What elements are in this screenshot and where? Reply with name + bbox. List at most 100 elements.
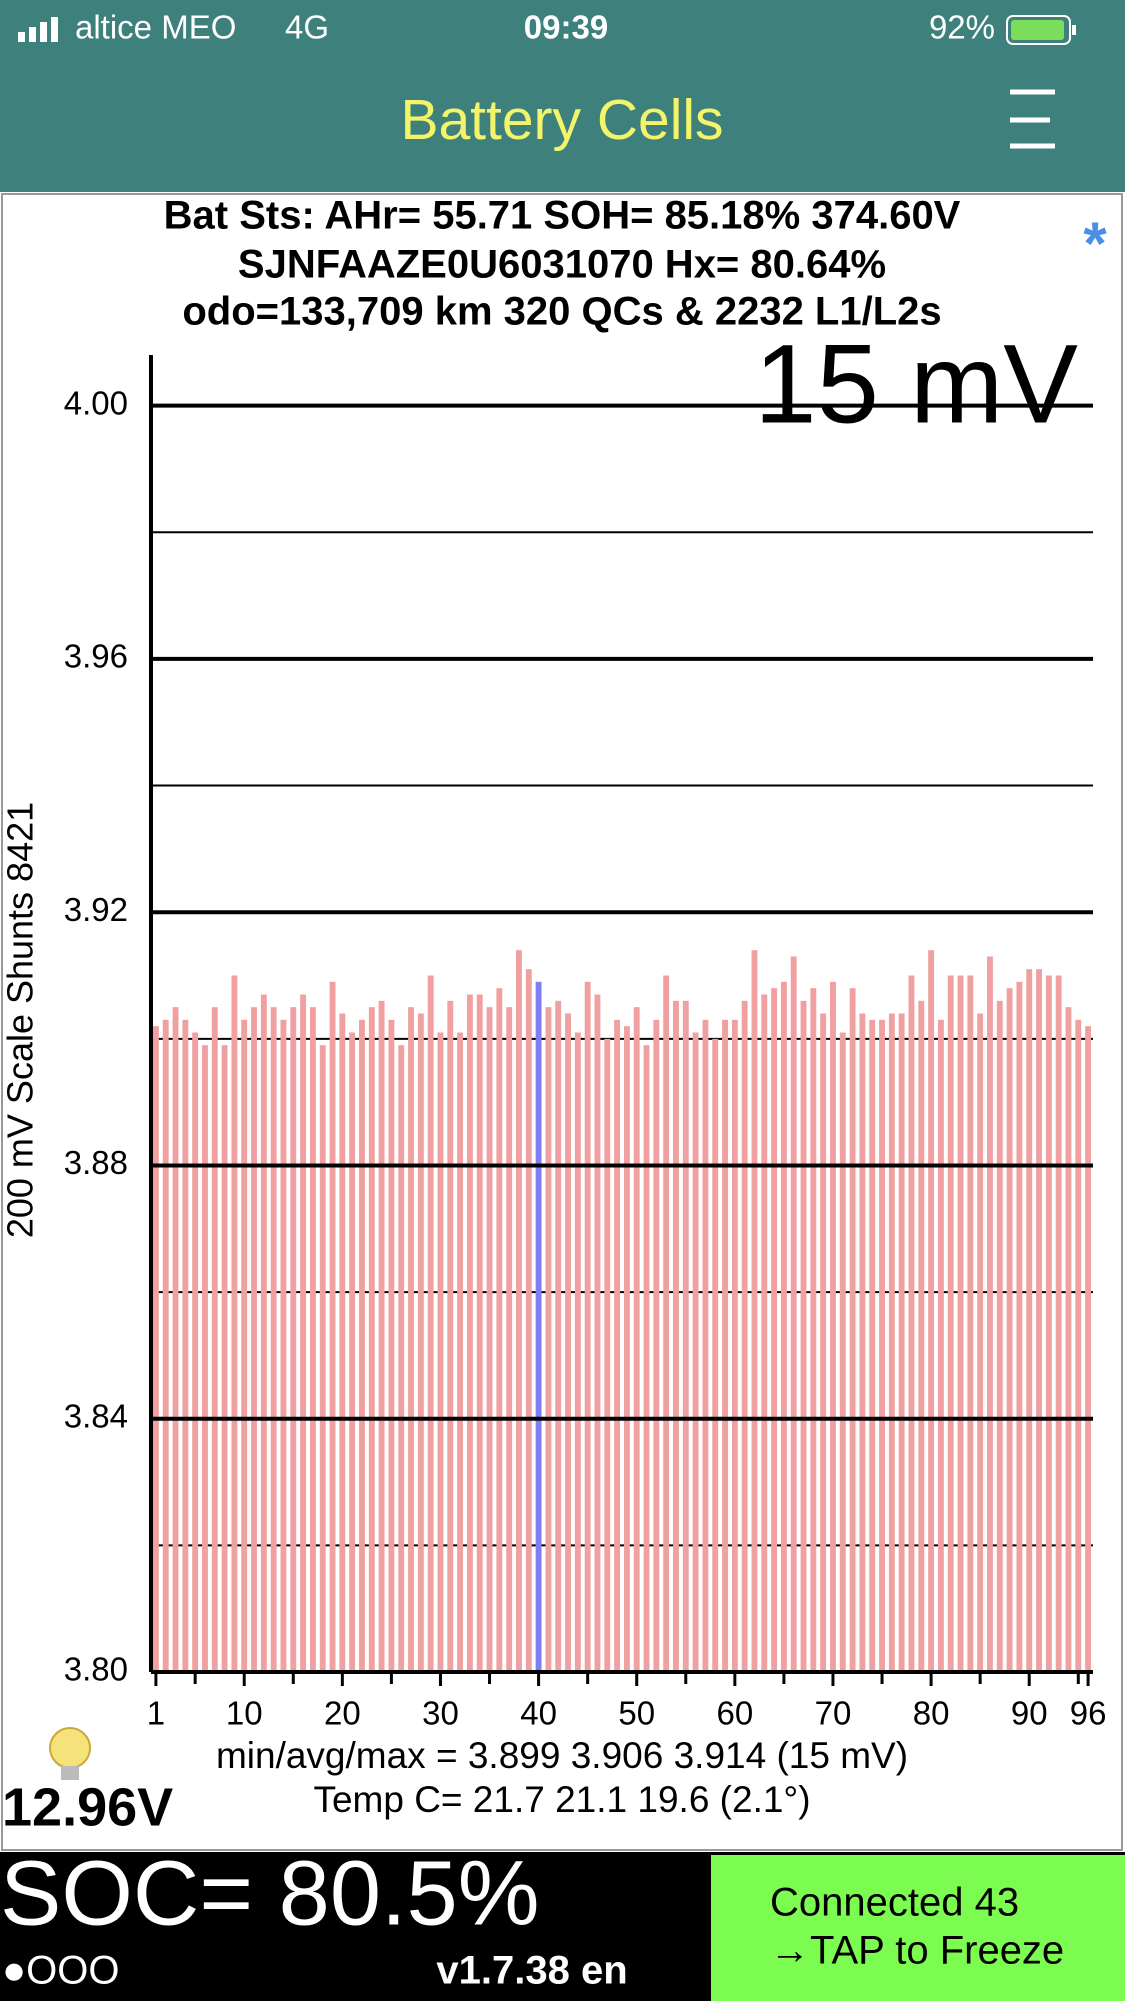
x-tick-label: 70 [815,1695,852,1732]
bar [751,950,758,1672]
bar [545,1007,552,1672]
bar [1065,1007,1072,1672]
bar [388,1019,395,1672]
chart: 3.80 3.84 3.88 3.92 3.96 4.00 1 10 20 30 40 50 60 70 8… [64,355,1107,1732]
bar [584,981,591,1672]
bar [437,1032,444,1672]
bar [977,1013,984,1672]
bar [457,1032,464,1672]
bar [280,1019,287,1672]
bar [731,1019,738,1672]
bar [879,1019,885,1672]
header-bar [0,0,1125,192]
bar [898,1013,905,1672]
bar [309,1007,316,1672]
y-tick-label: 4.00 [64,384,128,421]
stats-line: min/avg/max = 3.899 3.906 3.914 (15 mV) [216,1735,908,1776]
battery-percent: 92% [929,9,995,46]
bar [368,1007,375,1672]
bar [692,1032,699,1672]
bar [565,1013,571,1672]
bar [1075,1019,1082,1672]
bulb-icon[interactable] [49,1727,91,1780]
y-axis-label: 200 mV Scale Shunts 8421 [0,802,41,1238]
bar [712,1038,719,1672]
bar [319,1045,326,1672]
bar [290,1007,297,1672]
bar [241,1019,248,1672]
bar [329,981,336,1672]
y-tick-label: 3.92 [64,891,128,928]
bar [830,981,836,1672]
soc: SOC= 80.5% [0,1842,540,1944]
freeze-button[interactable]: Connected 43 →TAP to Freeze [711,1855,1125,2001]
y-tick-label: 3.96 [64,638,128,675]
bar [417,1013,424,1672]
panel [1,193,1123,1851]
bar [633,1007,640,1672]
bar [525,969,532,1672]
bar [780,981,787,1672]
bar [427,975,434,1672]
version: v1.7.38 en [436,1949,627,1993]
voltage: 12.96V [2,1777,173,1837]
menu-button[interactable] [1010,89,1055,149]
bar [790,956,797,1672]
bar [702,1019,709,1672]
bar [192,1032,199,1672]
bar [1085,1026,1092,1672]
x-tick-label: 96 [1070,1695,1107,1732]
bar [859,1013,866,1672]
bar [378,1000,385,1672]
bar [604,1038,611,1672]
marker[interactable]: * [1083,210,1107,277]
bar [800,1000,807,1672]
bar [888,1013,895,1672]
bar [339,1013,346,1672]
button-label[interactable]: Connected 43 [770,1881,1019,1925]
x-tick-label: 30 [422,1695,459,1732]
info-line: odo=133,709 km 320 QCs & 2232 L1/L2s [182,290,941,334]
x-tick-label: 1 [147,1695,165,1732]
y-tick-label: 3.88 [64,1144,128,1181]
bar [251,1007,257,1672]
bar [918,1000,925,1672]
bar [466,994,473,1672]
bar [408,1007,414,1672]
bar [221,1045,228,1672]
bar [162,1019,169,1672]
bar [820,1013,827,1672]
bar [673,1000,679,1672]
bar [574,1032,581,1672]
bar [623,1026,630,1672]
bar [1036,969,1042,1672]
bar [555,1000,562,1672]
bar [447,1000,454,1672]
bar [1006,988,1013,1672]
dots: ●OOO [2,1949,120,1993]
annotation: 15 mV [754,322,1078,447]
info-line: SJNFAAZE0U6031070 Hx= 80.64% [238,243,886,287]
bar [211,1007,218,1672]
bar [300,994,307,1672]
bar [594,994,601,1672]
bar [1026,969,1033,1672]
bar [349,1032,356,1672]
bar [359,1019,365,1672]
y-tick-label: 3.84 [64,1397,128,1434]
info-line: Bat Sts: AHr= 55.71 SOH= 85.18% 374.60V [164,194,961,238]
bar [231,975,238,1672]
bar [987,956,993,1672]
bar [761,994,768,1672]
bar [810,988,817,1672]
bar [516,950,522,1672]
bar [152,1026,159,1672]
bar [928,950,935,1672]
bar [270,1007,277,1672]
bar [771,988,778,1672]
button-label[interactable]: →TAP to Freeze [770,1929,1064,1973]
bar [398,1045,405,1672]
bar [653,1019,660,1672]
bar [486,1007,493,1672]
bar [869,1019,876,1672]
